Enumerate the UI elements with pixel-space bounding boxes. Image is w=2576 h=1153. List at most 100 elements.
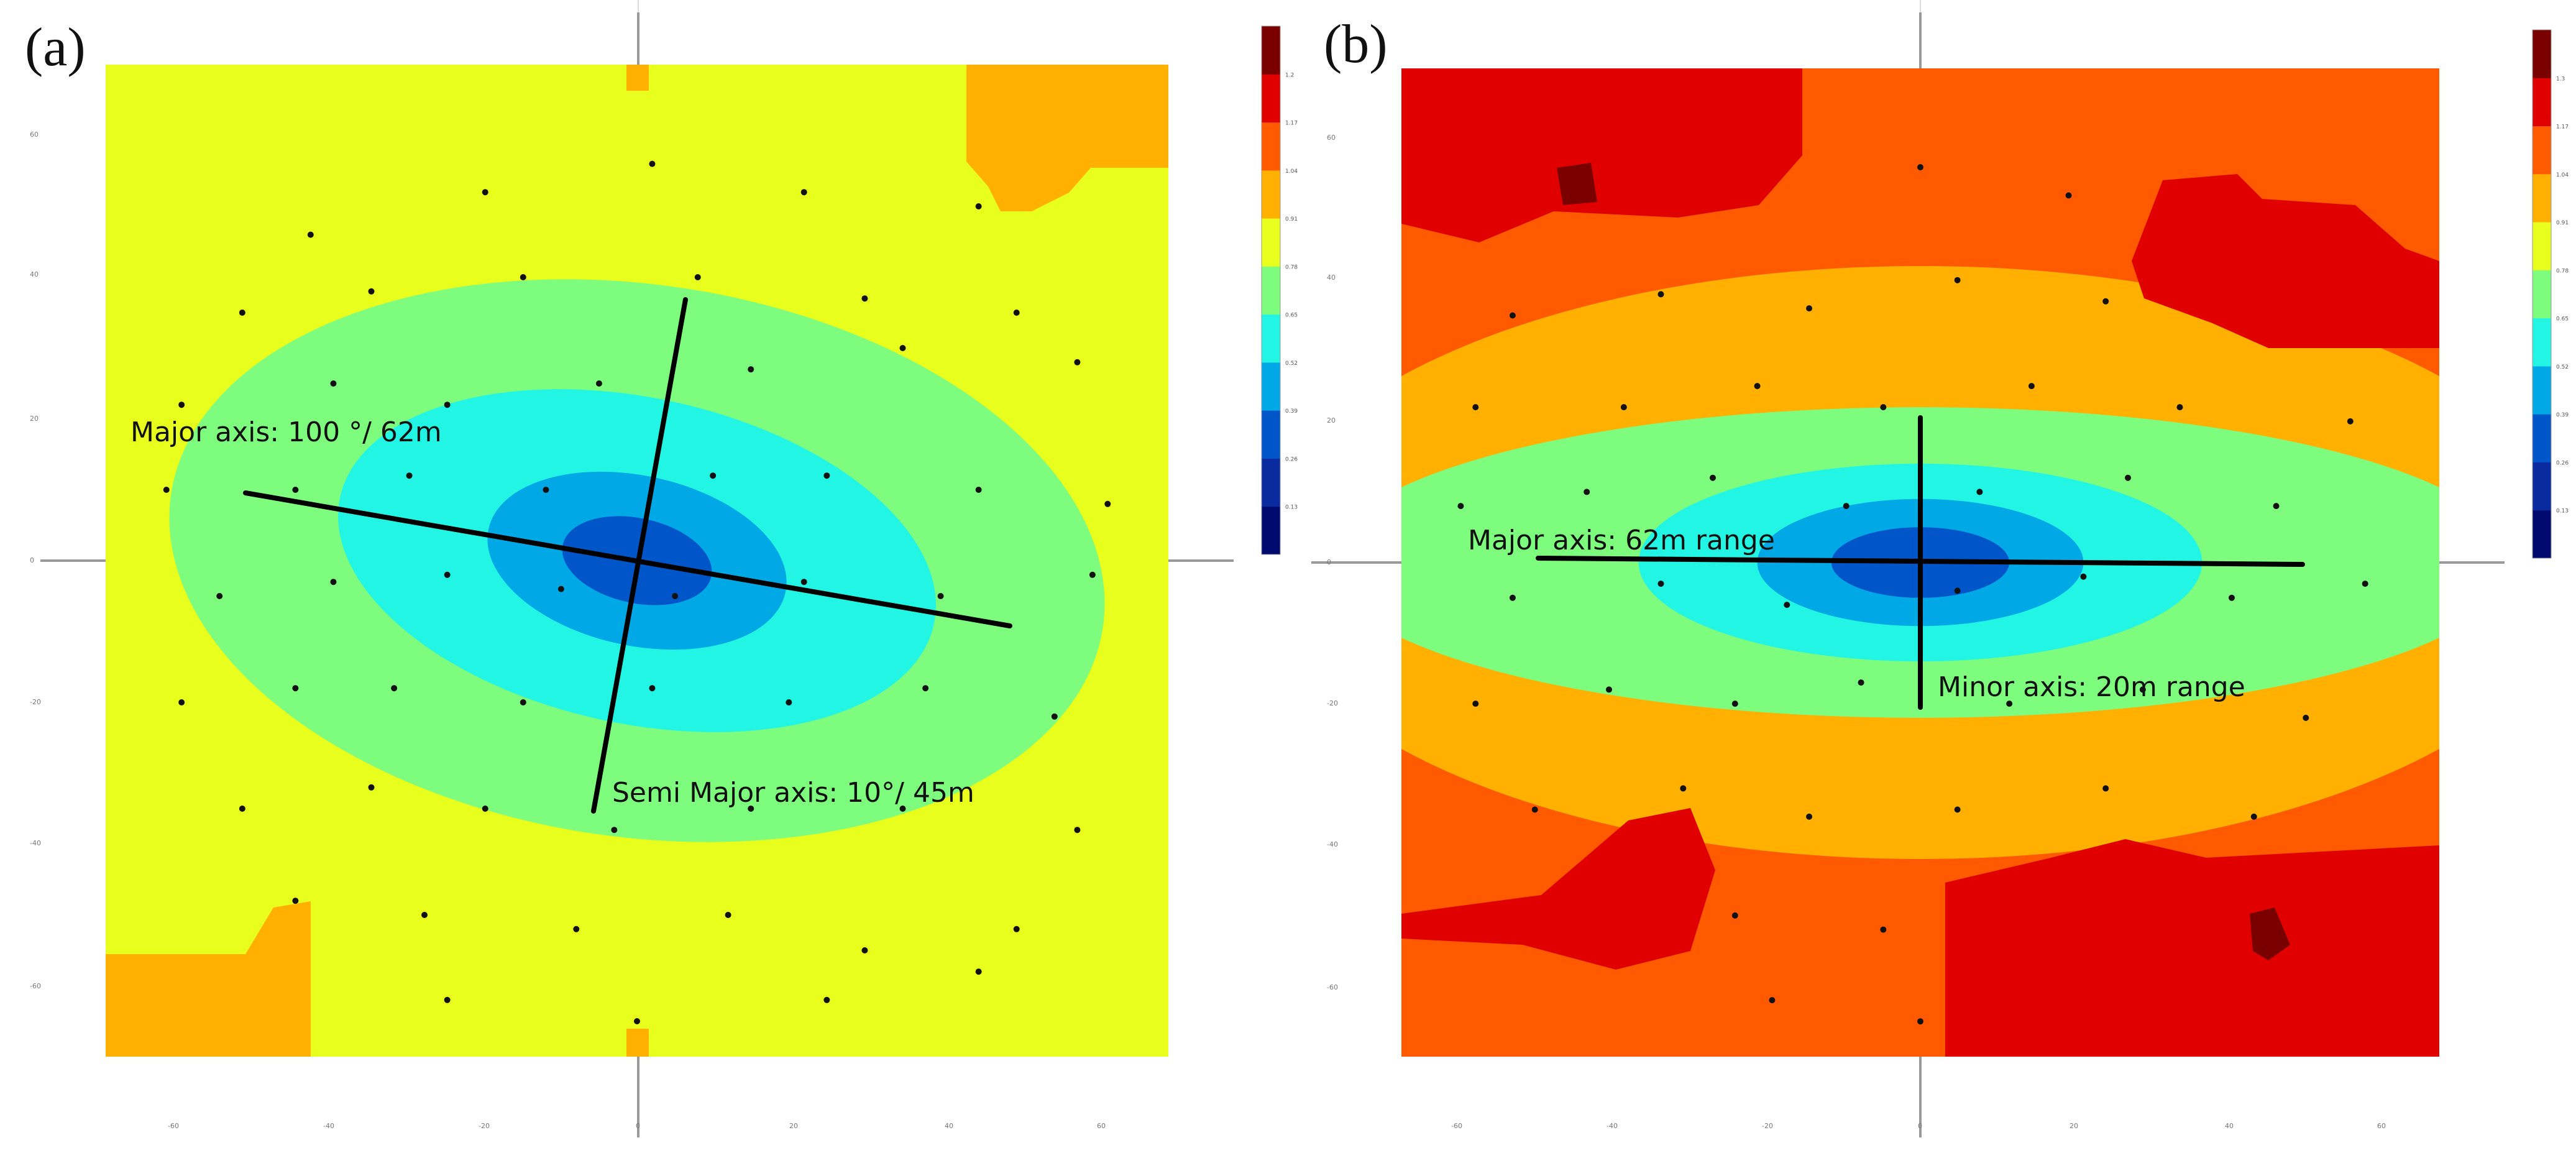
panel-a-sample-point: [861, 295, 868, 302]
panel-a-sample-point: [1013, 926, 1020, 932]
panel-a-x-tick: 20: [789, 1122, 798, 1130]
panel-b-colorbar-label: 0.52: [2556, 364, 2569, 370]
panel-a-sample-point: [800, 579, 807, 586]
panel-b-sample-point: [2080, 573, 2087, 580]
panel-b-sample-point: [1858, 679, 1864, 686]
panel-b-sample-point: [1472, 701, 1479, 707]
panel-b-sample-point: [2065, 192, 2072, 199]
panel-b-sample-point: [1657, 581, 1664, 587]
panel-a-sample-point: [786, 699, 792, 705]
panel-a-sample-point: [520, 699, 526, 705]
panel-a-sample-point: [444, 402, 451, 408]
panel-b-direction-lines: [1536, 415, 2305, 710]
panel-b-sample-point: [1509, 312, 1516, 319]
panel-a-patch-top-tick: [626, 65, 649, 91]
panel-b-pocket: [2250, 907, 2290, 960]
panel-b-colorbar-label: 0.65: [2556, 316, 2569, 323]
panel-a-sample-point: [292, 898, 299, 904]
panel-b-sample-point: [2250, 813, 2257, 820]
panel-a-sample-point: [694, 274, 701, 280]
panel-b-x-tick: 0: [1918, 1122, 1922, 1130]
panel-a-major-axis-label: Major axis: 100 °/ 62m: [131, 416, 442, 448]
panel-b-sample-point: [2229, 594, 2235, 601]
panel-a-x-ticks: -60 -40 -20 0 20 40 60: [168, 1122, 1106, 1130]
panel-a-y-tick: -20: [30, 698, 41, 706]
panel-b-pocket: [1557, 163, 1597, 205]
panel-a-sample-point: [216, 593, 223, 599]
panel-b-pocket: [1401, 68, 1802, 242]
panel-a-high-patches: [106, 65, 1168, 1057]
panel-a-sample-point: [899, 345, 906, 351]
panel-a-colorbar-label: 0.78: [1285, 264, 1298, 270]
panel-b-sample-point: [1457, 503, 1464, 510]
panel-a-x-tick: -20: [479, 1122, 490, 1130]
panel-a-colorbar-label: 0.91: [1285, 216, 1298, 223]
panel-b-colorbar-segment: [2532, 78, 2551, 127]
panel-a-y-tick: -40: [30, 839, 41, 847]
panel-b-sample-point: [1620, 404, 1627, 411]
panel-b-x-tick: 20: [2070, 1122, 2078, 1130]
panel-a-sample-point: [330, 380, 337, 387]
panel-a-sample-point: [444, 996, 451, 1003]
panel-a-y-tick: -60: [30, 982, 41, 990]
panel-a-sample-point: [292, 487, 299, 493]
panel-a-colorbar-label: 0.26: [1285, 456, 1298, 462]
panel-a-sample-point: [421, 912, 428, 918]
panel-b-pocket: [1945, 839, 2439, 1057]
panel-b-colorbar-label: 0.39: [2556, 412, 2569, 418]
panel-a-sample-point: [748, 806, 754, 812]
panel-a-sample-point: [975, 203, 982, 209]
panel-a-sample-point: [573, 926, 580, 932]
panel-a-sample-point: [444, 571, 451, 578]
panel-a-colorbar-segment: [1262, 266, 1280, 315]
panel-b-sample-point: [1472, 404, 1479, 411]
panel-b-x-tick: -60: [1451, 1122, 1462, 1130]
panel-b-major-axis-label: Major axis: 62m range: [1468, 525, 1775, 556]
panel-a-colorbar-segment: [1262, 506, 1280, 555]
panel-b-sample-point: [1917, 164, 1923, 170]
panel-b-sample-point: [1531, 806, 1538, 813]
panel-b-colorbar-segment: [2532, 126, 2551, 175]
panel-b-y-tick: 40: [1327, 273, 1336, 282]
panel-b-sample-point: [1731, 701, 1738, 707]
panel-b-high-patches: [1401, 68, 2439, 1057]
panel-b-sample-point: [1880, 404, 1887, 411]
panel-a-sample-point: [163, 487, 170, 493]
panel-b-sample-point: [1606, 686, 1612, 693]
panel-b-sample-point: [2273, 503, 2280, 510]
panel-b-label: (b): [1324, 14, 1388, 75]
panel-b-sample-point: [2006, 701, 2013, 707]
panel-a-sample-point: [1104, 500, 1111, 507]
panel-b-colorbar-label: 1.17: [2556, 124, 2569, 131]
panel-a-colorbar-segment: [1262, 26, 1280, 75]
panel-a-sample-point: [899, 806, 906, 812]
panel-a-y-tick: 0: [30, 556, 34, 564]
panel-b-sample-point: [2139, 686, 2146, 693]
panel-b-colorbar-frame: [2532, 29, 2552, 559]
panel-a-sample-point: [239, 806, 245, 812]
panel-a-sample-point: [861, 947, 868, 953]
panel-b-colorbar-label: 0.26: [2556, 460, 2569, 466]
panel-b-sample-point: [1769, 997, 1776, 1004]
panel-b: (b) Major axis: 62m range Minor axis: 20…: [1311, 0, 2569, 1137]
panel-a-x-tick: -40: [323, 1122, 334, 1130]
panel-a-sample-point: [748, 366, 754, 373]
panel-b-colorbar-segment: [2532, 318, 2551, 367]
panel-b-colorbar-segment: [2532, 510, 2551, 559]
panel-b-x-tick: 60: [2377, 1122, 2386, 1130]
panel-a-colorbar-label: 0.65: [1285, 313, 1298, 319]
panel-a-sample-point: [557, 586, 564, 592]
panel-b-y-tick: 20: [1327, 416, 1336, 425]
panel-a-sample-point: [482, 189, 488, 196]
panel-a-sample-point: [178, 402, 185, 408]
panel-a-colorbar-label: 0.13: [1285, 505, 1298, 511]
panel-a-colorbar: 0.13 0.26 0.39 0.52 0.65 0.78 0.91 1.04 1.17 1.2: [1261, 25, 1298, 555]
panel-a-sample-point: [975, 487, 982, 493]
panel-b-sample-point: [1806, 305, 1813, 312]
panel-b-colorbar: 0.13 0.26 0.39 0.52 0.65 0.78 0.91 1.04 1.17 1.3: [2532, 29, 2569, 559]
panel-a-colorbar-segment: [1262, 74, 1280, 123]
panel-b-y-tick: 0: [1327, 558, 1331, 566]
panel-a-colorbar-label: 1.17: [1285, 121, 1298, 127]
panel-b-x-ticks: -60 -40 -20 0 20 40 60: [1451, 1122, 2386, 1130]
